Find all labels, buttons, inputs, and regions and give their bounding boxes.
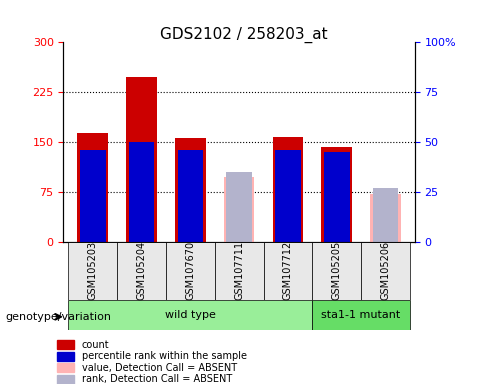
Text: GSM105203: GSM105203	[88, 241, 98, 300]
FancyBboxPatch shape	[215, 242, 264, 300]
Bar	[178, 150, 203, 242]
Bar	[80, 150, 105, 242]
FancyBboxPatch shape	[117, 242, 166, 300]
Bar	[324, 152, 349, 242]
FancyBboxPatch shape	[166, 242, 215, 300]
Text: genotype/variation: genotype/variation	[5, 312, 111, 322]
Bar	[275, 150, 301, 242]
FancyBboxPatch shape	[68, 300, 312, 330]
Text: value, Detection Call = ABSENT: value, Detection Call = ABSENT	[82, 363, 237, 373]
Bar	[57, 375, 74, 384]
Text: GSM107670: GSM107670	[185, 241, 195, 300]
FancyBboxPatch shape	[361, 242, 410, 300]
FancyBboxPatch shape	[312, 242, 361, 300]
Text: GSM105204: GSM105204	[137, 241, 146, 300]
Bar	[57, 340, 74, 349]
Text: GSM107711: GSM107711	[234, 241, 244, 300]
FancyBboxPatch shape	[264, 242, 312, 300]
Bar	[57, 363, 74, 372]
Bar	[78, 133, 108, 242]
Bar	[373, 188, 398, 242]
Bar	[224, 177, 255, 242]
Text: GSM105206: GSM105206	[381, 241, 390, 300]
Bar	[57, 352, 74, 361]
Text: sta1-1 mutant: sta1-1 mutant	[322, 310, 401, 320]
Bar	[370, 194, 401, 242]
FancyBboxPatch shape	[312, 300, 410, 330]
Text: GDS2102 / 258203_at: GDS2102 / 258203_at	[160, 27, 328, 43]
FancyBboxPatch shape	[68, 242, 117, 300]
Text: wild type: wild type	[165, 310, 216, 320]
Bar	[273, 137, 304, 242]
Bar	[126, 77, 157, 242]
Text: count: count	[82, 340, 110, 350]
Text: GSM107712: GSM107712	[283, 241, 293, 300]
Bar	[322, 147, 352, 242]
Bar	[129, 142, 154, 242]
Text: rank, Detection Call = ABSENT: rank, Detection Call = ABSENT	[82, 374, 232, 384]
Bar	[226, 172, 252, 242]
Text: percentile rank within the sample: percentile rank within the sample	[82, 351, 247, 361]
Text: GSM105205: GSM105205	[332, 241, 342, 300]
Bar	[175, 138, 206, 242]
